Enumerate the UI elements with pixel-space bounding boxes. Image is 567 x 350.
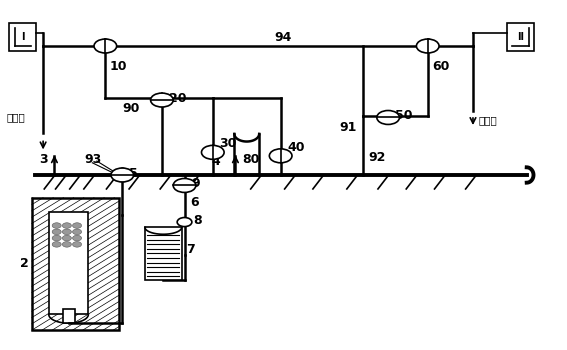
Bar (49, 212, 88, 314)
Circle shape (177, 218, 192, 226)
Circle shape (151, 93, 173, 107)
Circle shape (73, 223, 82, 228)
Text: 20: 20 (168, 92, 186, 105)
Circle shape (201, 145, 224, 159)
Bar (32, 198, 120, 330)
Circle shape (62, 223, 71, 228)
Text: 低真空: 低真空 (6, 112, 25, 122)
Circle shape (269, 149, 292, 163)
Circle shape (94, 39, 117, 53)
Text: 1: 1 (64, 277, 73, 290)
Text: 50: 50 (395, 109, 412, 122)
Text: 2: 2 (20, 257, 29, 271)
Text: 5: 5 (129, 167, 138, 180)
Text: II: II (517, 32, 524, 42)
Text: 91: 91 (340, 121, 357, 134)
Bar (9, 23, 36, 51)
Circle shape (52, 229, 61, 234)
Text: 80: 80 (242, 153, 260, 166)
Circle shape (62, 229, 71, 234)
Bar (145, 227, 181, 280)
Text: 7: 7 (186, 244, 195, 257)
Circle shape (111, 168, 134, 182)
Text: 30: 30 (219, 137, 237, 150)
Text: 60: 60 (432, 61, 450, 74)
Text: 高真空: 高真空 (479, 115, 497, 125)
Text: 10: 10 (110, 61, 128, 74)
Circle shape (52, 235, 61, 241)
Bar (62, 309, 74, 323)
Text: 93: 93 (84, 153, 101, 166)
Circle shape (73, 229, 82, 234)
Text: 94: 94 (275, 31, 292, 44)
Circle shape (52, 241, 61, 247)
Text: 90: 90 (122, 102, 139, 115)
Text: I: I (21, 32, 24, 42)
Circle shape (377, 111, 399, 125)
Circle shape (52, 223, 61, 228)
Text: 4: 4 (211, 155, 220, 168)
Circle shape (62, 241, 71, 247)
Circle shape (73, 241, 82, 247)
Text: 6: 6 (190, 196, 199, 209)
Text: 40: 40 (287, 141, 305, 154)
Text: 92: 92 (369, 151, 386, 164)
Circle shape (173, 178, 196, 192)
Circle shape (73, 235, 82, 241)
Circle shape (62, 235, 71, 241)
Bar (507, 23, 534, 51)
Text: 8: 8 (193, 214, 202, 227)
Text: 3: 3 (39, 153, 48, 166)
Text: 9: 9 (191, 177, 200, 190)
Circle shape (416, 39, 439, 53)
